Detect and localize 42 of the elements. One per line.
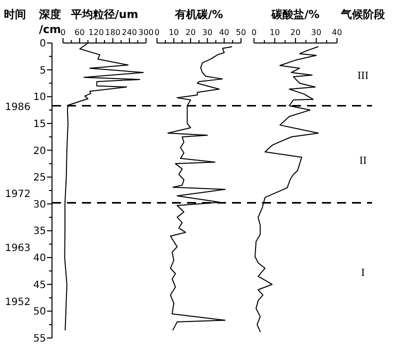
- x-tick-label: 10: [168, 28, 179, 37]
- x-tick-label: 180: [105, 28, 120, 37]
- chart-title: 平均粒径/um: [70, 8, 138, 21]
- y-tick-label: 20: [33, 146, 46, 157]
- x-tick-label: 240: [122, 28, 138, 37]
- y-tick-label: 45: [33, 280, 46, 291]
- x-tick-label: 10: [270, 28, 280, 37]
- x-tick-label: 50: [236, 28, 246, 37]
- x-tick-label: 120: [88, 28, 104, 37]
- y-tick-label: 25: [33, 172, 46, 184]
- y-tick-label: 10: [33, 92, 46, 104]
- x-tick-label: 20: [290, 28, 301, 37]
- chart-title: 有机碳/%: [174, 8, 224, 21]
- text: III: [358, 70, 369, 82]
- x-tick-label: 30: [311, 28, 322, 37]
- x-tick-label: 0: [251, 28, 257, 37]
- text: 气候阶段: [340, 8, 386, 21]
- text: 1972: [5, 189, 30, 200]
- x-tick-label: 40: [332, 28, 342, 37]
- x-tick-label: 0: [154, 28, 160, 37]
- x-tick-label: 30: [202, 28, 212, 37]
- x-tick-label: 20: [186, 28, 196, 37]
- y-axis-title: 深度/cm: [38, 8, 61, 36]
- x-tick-label: 0: [60, 28, 66, 37]
- y-tick-label: 15: [33, 118, 46, 130]
- text: 1986: [5, 102, 30, 113]
- x-tick-label: 300: [138, 28, 154, 37]
- text: II: [359, 155, 367, 167]
- chart-title: 碳酸盐/%: [270, 8, 320, 21]
- y-tick-label: 40: [33, 253, 46, 264]
- y2-axis-title: 时间: [4, 8, 26, 21]
- y-tick-label: 55: [33, 334, 46, 344]
- x-tick-label: 60: [74, 28, 85, 37]
- y-tick-label: 5: [40, 65, 46, 76]
- y-tick-label: 0: [40, 38, 46, 50]
- text: 1952: [5, 297, 30, 308]
- x-tick-label: 40: [219, 28, 230, 37]
- text: 1963: [5, 243, 30, 254]
- y-tick-label: 50: [33, 306, 46, 318]
- text: I: [361, 267, 366, 279]
- y-tick-label: 35: [33, 226, 46, 238]
- y-tick-label: 30: [33, 199, 46, 210]
